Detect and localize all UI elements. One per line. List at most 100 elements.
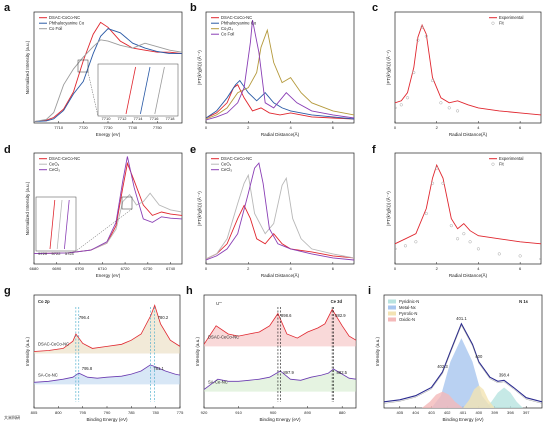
peak-fill-h: [204, 369, 356, 392]
trace-label-h: SA-Ce-NC: [208, 380, 228, 385]
y-axis-label-g: Intensity (a.u.): [25, 336, 30, 366]
x-tick-label-c: 2: [436, 125, 439, 130]
annotation-g: 796.4: [79, 315, 90, 320]
inset-curve-a: [154, 66, 165, 115]
plot-frame-d: [33, 152, 183, 265]
y-axis-label-e: |FT(k³χ(k))| (Å⁻⁴): [196, 191, 202, 226]
inset-tick-label-a: 7716: [150, 116, 160, 121]
x-tick-label-g: 775: [177, 410, 184, 415]
x-tick-label-d: 6730: [143, 266, 153, 271]
peak-fill-h: [204, 309, 356, 347]
legend-swatch-i: [388, 299, 396, 304]
x-tick-label-h: 890: [304, 410, 311, 415]
series-line-b: [206, 28, 354, 120]
fit-point-f: [497, 252, 501, 256]
x-tick-label-e: 4: [289, 266, 292, 271]
panel-label-e: e: [190, 144, 196, 156]
panel-label-i: i: [368, 285, 371, 297]
inset-curve-d: [56, 199, 63, 250]
x-tick-label-a: 7730: [104, 125, 114, 130]
fit-point-c: [430, 79, 435, 83]
x-tick-label-i: 400: [475, 410, 482, 415]
series-line-a: [34, 28, 182, 123]
x-axis-label-e: Radial Distance(Å): [261, 272, 300, 278]
fit-point-f: [518, 254, 522, 258]
legend-label-b: Co₃O₄: [221, 26, 233, 31]
x-tick-label-i: 403: [428, 410, 435, 415]
x-tick-label-i: 402: [444, 410, 451, 415]
inset-tick-label-a: 7712: [118, 116, 128, 121]
fit-point-c: [395, 106, 397, 110]
x-tick-label-e: 0: [205, 266, 208, 271]
plot-area-f: [395, 163, 541, 261]
series-line-g: [34, 364, 180, 383]
series-line-e: [206, 173, 354, 260]
plot-area-i: [384, 322, 542, 408]
series-line-e: [206, 162, 354, 261]
trace-label-h: DSAC-CeCo-NC: [208, 334, 239, 339]
legend-label-e: CeCl₃: [221, 167, 232, 172]
x-axis-label-h: Binding Energy (eV): [259, 417, 301, 422]
annotation-g: 781.1: [153, 366, 164, 371]
panel-title-i: N 1s: [519, 299, 529, 304]
x-axis-label-c: Radial Distance(Å): [449, 131, 488, 137]
plot-area-b: [206, 20, 354, 121]
legend-label-d: DSAC-CeCo-NC: [49, 156, 80, 161]
plot-frame-c: [394, 11, 542, 124]
legend-label-b: Phthalocyanine Co: [221, 21, 257, 26]
fit-point-c: [420, 25, 424, 29]
series-line-b: [206, 79, 354, 120]
plot-frame-e: [205, 152, 355, 265]
panel-title-g: Co 2p: [38, 299, 50, 304]
fit-point-f: [476, 247, 480, 251]
inset-curve-d: [49, 199, 56, 250]
inset-tick-label-a: 7710: [102, 116, 112, 121]
plot-area-h: [204, 308, 356, 392]
x-tick-label-f: 4: [477, 266, 480, 271]
x-axis-label-a: Energy (eV): [96, 132, 121, 137]
panel-label-c: c: [372, 2, 378, 14]
legend-label-e: CeO₂: [221, 162, 232, 167]
x-tick-label-i: 397: [523, 410, 530, 415]
legend-label-i: Oxidic-N: [399, 317, 415, 322]
x-tick-label-b: 6: [332, 125, 335, 130]
fit-point-f: [441, 181, 445, 185]
annotation-g: 780.2: [158, 315, 169, 320]
x-tick-label-d: 6690: [52, 266, 62, 271]
legend-label-b: Co Foil: [221, 32, 234, 37]
component-fill-i: [463, 385, 495, 408]
series-line-f: [395, 163, 541, 245]
series-line-g: [34, 304, 180, 352]
x-tick-label-a: 7750: [153, 125, 163, 130]
annotation-h: 897.9: [283, 370, 294, 375]
fit-point-f: [456, 237, 460, 241]
zoom-box-a: [77, 59, 89, 73]
trace-label-g: SA-Co-NC: [38, 372, 58, 377]
inset-tick-label-a: 7718: [166, 116, 176, 121]
fit-point-c: [456, 109, 460, 113]
legend-swatch-i: [388, 311, 396, 316]
legend-label-d: CeCl₃: [49, 167, 60, 172]
x-tick-label-b: 2: [247, 125, 250, 130]
y-axis-label-d: Normalized Intensity (a.u.): [25, 181, 30, 235]
x-tick-label-d: 6740: [166, 266, 176, 271]
panel-label-h: h: [186, 285, 193, 297]
x-tick-label-d: 6700: [75, 266, 85, 271]
panel-i: i 405 404 403 402 401 400 399 398 397 Binding Ener…: [368, 285, 543, 422]
x-tick-label-f: 2: [436, 266, 439, 271]
panel-b: b 0 2 4 6 Radial Distance(Å) |FT(k³χ(k))| (Å⁻⁴…: [190, 2, 355, 137]
fit-point-f: [430, 181, 435, 185]
fit-point-c: [424, 34, 428, 38]
legend-label-a: Co Foil: [49, 26, 62, 31]
legend-label-c: Fit: [499, 21, 504, 26]
legend-label-a: Phthalocyanine Co: [49, 21, 85, 26]
inset-frame-d: [35, 196, 77, 252]
x-tick-label-i: 405: [396, 410, 403, 415]
x-axis-label-i: Binding Energy (eV): [442, 417, 484, 422]
x-tick-label-g: 805: [31, 410, 38, 415]
x-tick-label-i: 401: [460, 410, 467, 415]
series-line-h: [204, 308, 356, 345]
x-tick-label-c: 0: [394, 125, 397, 130]
peak-fill-g: [34, 305, 180, 354]
fit-point-f: [435, 166, 439, 170]
